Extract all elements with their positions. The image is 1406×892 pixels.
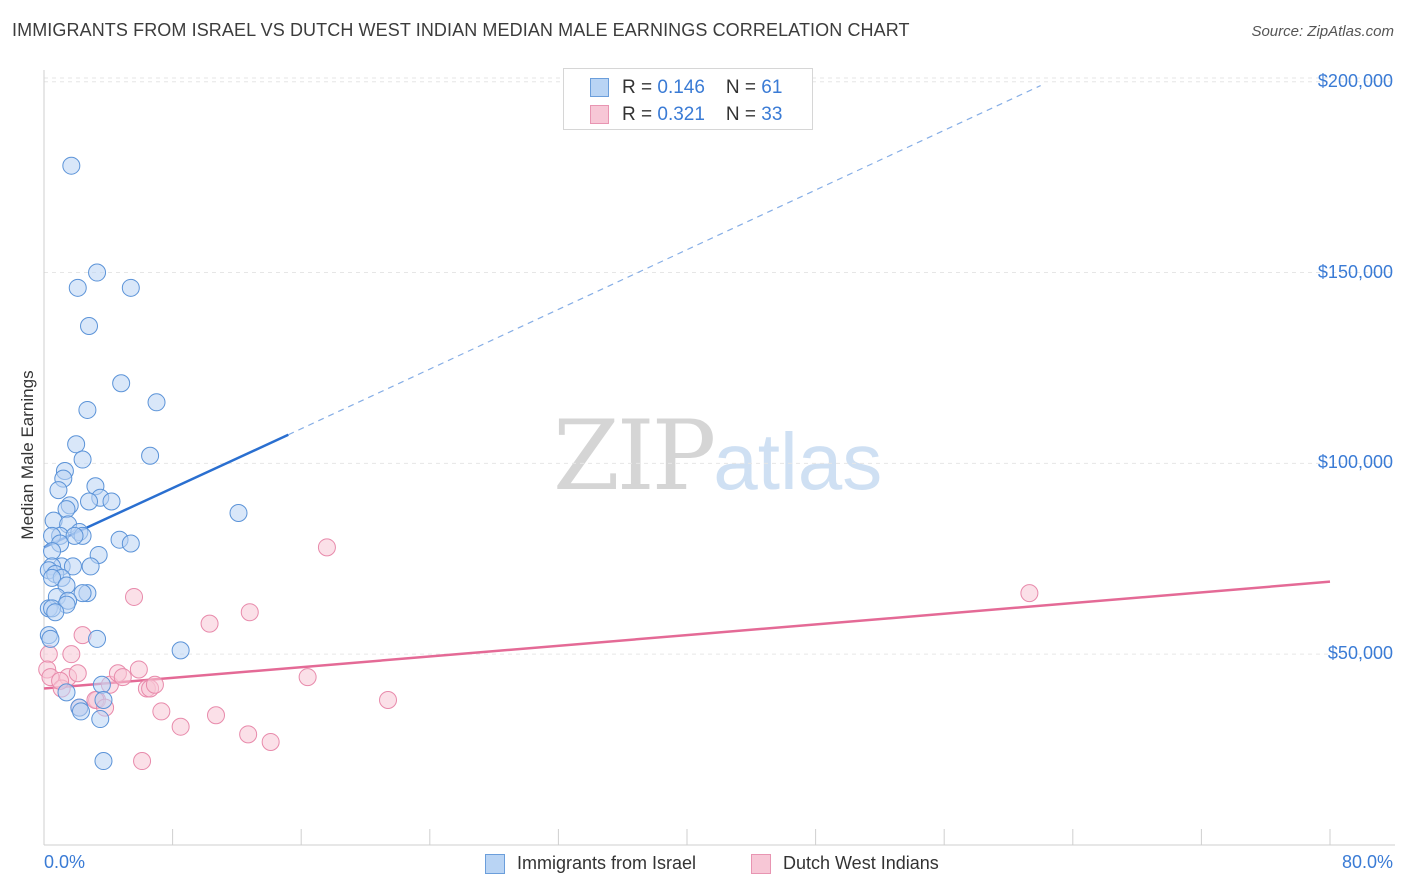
point-israel-2 [68, 278, 87, 297]
y-tick-label-150000: $150,000 [1317, 261, 1393, 282]
point-dutch-west-indians-0 [39, 645, 58, 664]
point-israel-55 [57, 683, 76, 702]
legend-stats-dutch-west-indians: R = 0.321 N = 33 [622, 104, 783, 125]
point-israel-10 [73, 450, 92, 469]
point-dutch-west-indians-32 [1020, 584, 1039, 603]
y-tick-label-100000: $100,000 [1317, 452, 1393, 473]
point-israel-43 [73, 584, 92, 603]
point-dutch-west-indians-25 [298, 668, 317, 687]
point-israel-40 [43, 568, 62, 587]
point-israel-29 [121, 534, 140, 553]
point-israel-56 [94, 690, 113, 709]
point-israel-3 [121, 278, 140, 297]
legend-stats-israel: R = 0.146 N = 61 [622, 77, 783, 98]
point-dutch-west-indians-27 [379, 690, 398, 709]
point-dutch-west-indians-3 [62, 645, 81, 664]
point-israel-31 [43, 542, 62, 561]
point-israel-20 [229, 503, 248, 522]
trend-line-israel-extension [288, 85, 1041, 436]
x-tick-label-min: 0.0% [44, 852, 86, 872]
point-dutch-west-indians-18 [152, 702, 171, 721]
point-israel-52 [88, 629, 107, 648]
point-dutch-west-indians-12 [113, 668, 132, 687]
axes [43, 70, 1395, 846]
point-dutch-west-indians-22 [240, 603, 259, 622]
trend-lines [43, 85, 1331, 690]
trend-line-dutch-west-indians [43, 580, 1331, 690]
point-israel-5 [112, 374, 131, 393]
point-israel-49 [46, 603, 65, 622]
data-points [38, 156, 1039, 771]
point-dutch-west-indians-17 [145, 675, 164, 694]
y-tick-label-200000: $200,000 [1317, 70, 1393, 91]
legend-swatch-israel [590, 78, 609, 97]
point-israel-53 [171, 641, 190, 660]
point-dutch-west-indians-6 [68, 664, 87, 683]
legend-swatch-dutch-west-indians-bottom [751, 854, 771, 874]
zipatlas-watermark: ZIPatlas [553, 400, 882, 512]
point-dutch-west-indians-31 [133, 752, 152, 771]
point-dutch-west-indians-24 [261, 732, 280, 751]
point-dutch-west-indians-13 [125, 587, 144, 606]
point-dutch-west-indians-19 [171, 717, 190, 736]
point-israel-4 [80, 316, 99, 335]
point-israel-6 [147, 393, 166, 412]
point-israel-51 [41, 629, 60, 648]
point-israel-16 [80, 492, 99, 511]
point-dutch-west-indians-26 [317, 538, 336, 557]
watermark-atlas: atlas [713, 417, 883, 506]
point-israel-8 [67, 435, 86, 454]
point-israel-0 [62, 156, 81, 175]
point-israel-37 [81, 557, 100, 576]
point-israel-27 [65, 526, 84, 545]
point-israel-19 [102, 492, 121, 511]
legend-swatch-dutch-west-indians [590, 105, 609, 124]
point-dutch-west-indians-21 [207, 706, 226, 725]
correlation-legend: R = 0.146 N = 61 R = 0.321 N = 33 [563, 68, 813, 130]
legend-swatch-israel-bottom [485, 854, 505, 874]
point-dutch-west-indians-23 [239, 725, 258, 744]
point-israel-60 [94, 752, 113, 771]
legend-label-dutch-west-indians: Dutch West Indians [783, 853, 939, 873]
point-israel-7 [78, 400, 97, 419]
point-israel-13 [49, 481, 68, 500]
point-israel-59 [91, 710, 110, 729]
gridlines [44, 77, 1395, 655]
point-israel-36 [63, 557, 82, 576]
y-tick-label-50000: $50,000 [1327, 643, 1393, 664]
point-israel-58 [71, 702, 90, 721]
point-dutch-west-indians-20 [200, 614, 219, 633]
x-tick-label-max: 80.0% [1341, 852, 1393, 872]
point-israel-1 [88, 263, 107, 282]
source-label: Source: ZipAtlas.com [1251, 23, 1394, 40]
chart-title: IMMIGRANTS FROM ISRAEL VS DUTCH WEST IND… [12, 20, 910, 40]
point-israel-54 [92, 675, 111, 694]
watermark-zip: ZIP [553, 400, 716, 512]
legend-label-israel: Immigrants from Israel [517, 853, 697, 873]
point-israel-9 [141, 446, 160, 465]
point-dutch-west-indians-14 [129, 660, 148, 679]
